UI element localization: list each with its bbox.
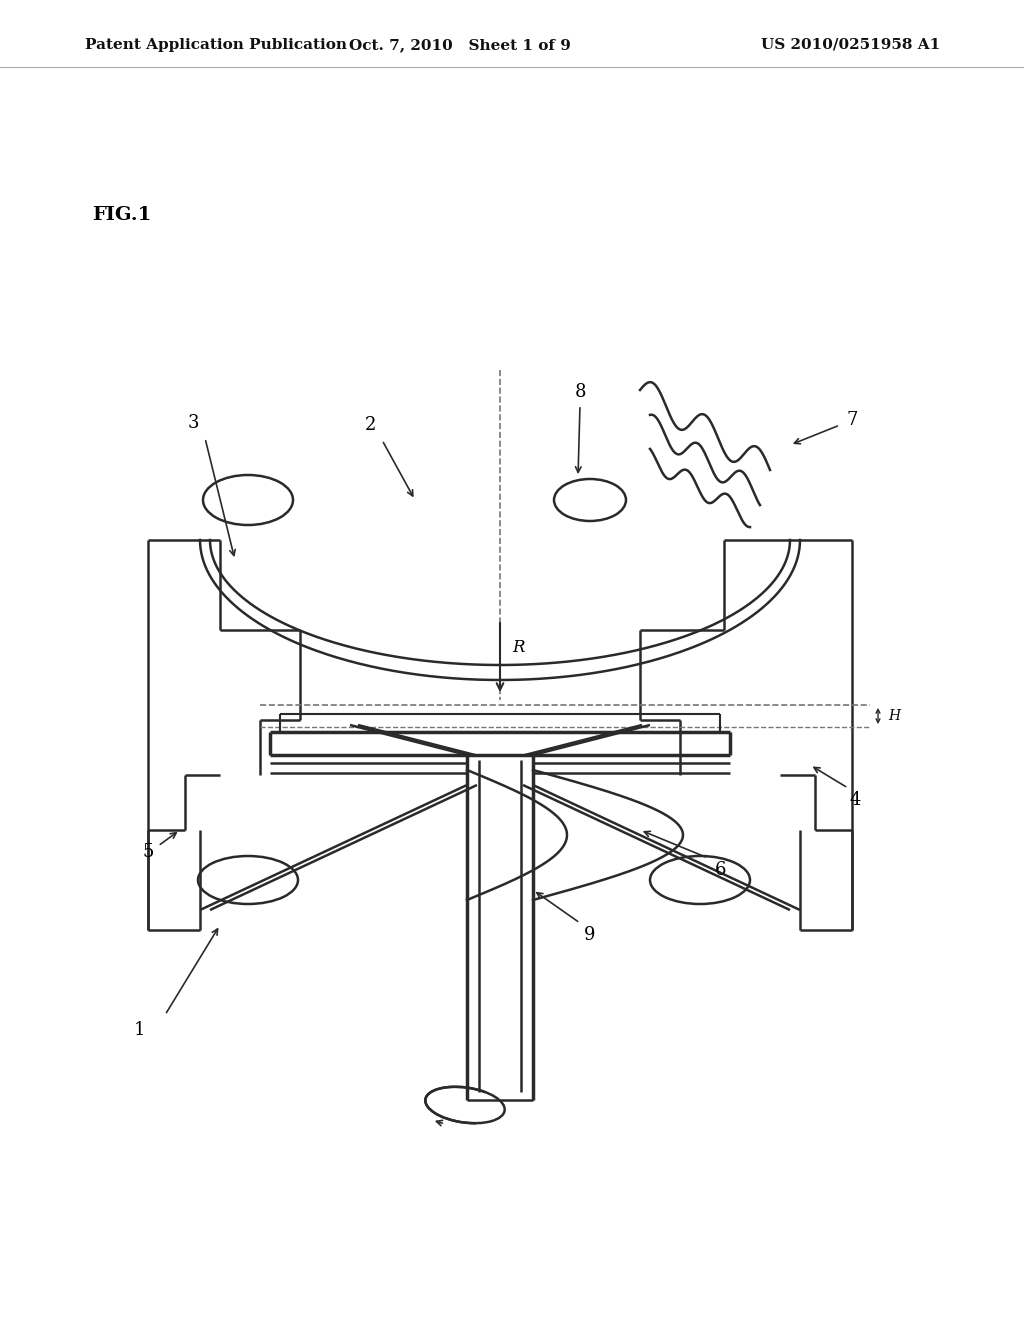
Text: 4: 4 — [849, 791, 861, 809]
Text: Patent Application Publication: Patent Application Publication — [85, 38, 347, 51]
Text: R: R — [512, 639, 524, 656]
Text: 6: 6 — [715, 861, 726, 879]
Text: 5: 5 — [142, 843, 154, 861]
Text: 8: 8 — [574, 383, 586, 401]
Text: US 2010/0251958 A1: US 2010/0251958 A1 — [761, 38, 940, 51]
Text: 7: 7 — [846, 411, 858, 429]
Ellipse shape — [198, 855, 298, 904]
Text: H: H — [888, 709, 900, 723]
Ellipse shape — [425, 1086, 505, 1123]
Ellipse shape — [203, 475, 293, 525]
Text: 9: 9 — [585, 927, 596, 944]
Ellipse shape — [554, 479, 626, 521]
Text: 3: 3 — [187, 414, 199, 432]
Ellipse shape — [650, 855, 750, 904]
Text: FIG.1: FIG.1 — [92, 206, 152, 224]
Text: 1: 1 — [134, 1020, 145, 1039]
Text: 2: 2 — [365, 416, 376, 434]
Text: Oct. 7, 2010   Sheet 1 of 9: Oct. 7, 2010 Sheet 1 of 9 — [349, 38, 571, 51]
